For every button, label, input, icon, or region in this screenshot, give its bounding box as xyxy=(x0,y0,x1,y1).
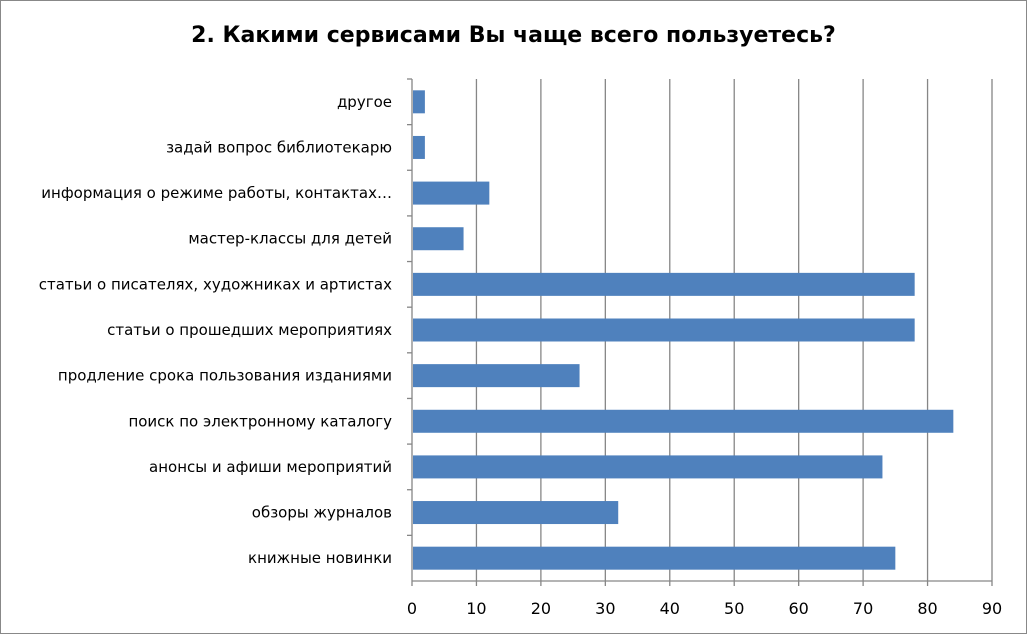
bar xyxy=(413,227,464,251)
x-tick-label: 90 xyxy=(982,599,1002,618)
bar xyxy=(413,135,425,159)
category-label: обзоры журналов xyxy=(252,504,392,522)
category-label: задай вопрос библиотекарю xyxy=(166,138,392,156)
x-tick-label: 30 xyxy=(595,599,615,618)
bar xyxy=(413,90,425,114)
x-tick-label: 0 xyxy=(407,599,417,618)
category-label: другое xyxy=(337,93,392,111)
category-label: статьи о писателях, художниках и артиста… xyxy=(39,275,392,293)
category-label: статьи о прошедших мероприятиях xyxy=(107,321,392,339)
bar xyxy=(413,409,954,433)
bar xyxy=(413,318,915,342)
chart-title: 2. Какими сервисами Вы чаще всего пользу… xyxy=(191,23,836,48)
category-label: поиск по электронному каталогу xyxy=(128,412,392,430)
x-tick-label: 10 xyxy=(466,599,486,618)
x-tick-label: 40 xyxy=(660,599,680,618)
category-label: мастер-классы для детей xyxy=(188,230,392,248)
x-tick-label: 50 xyxy=(724,599,744,618)
bar xyxy=(413,455,883,479)
bar xyxy=(413,181,490,205)
bar xyxy=(413,501,619,525)
x-tick-label: 80 xyxy=(917,599,937,618)
bar xyxy=(413,546,896,570)
category-label: информация о режиме работы, контактах… xyxy=(41,184,392,202)
bar xyxy=(413,272,915,296)
x-tick-label: 70 xyxy=(853,599,873,618)
category-label: продление срока пользования изданиями xyxy=(58,367,392,385)
category-label: книжные новинки xyxy=(248,549,392,567)
bar xyxy=(413,364,580,388)
x-tick-label: 60 xyxy=(788,599,808,618)
category-label: анонсы и афиши мероприятий xyxy=(149,458,392,476)
x-tick-label: 20 xyxy=(531,599,551,618)
